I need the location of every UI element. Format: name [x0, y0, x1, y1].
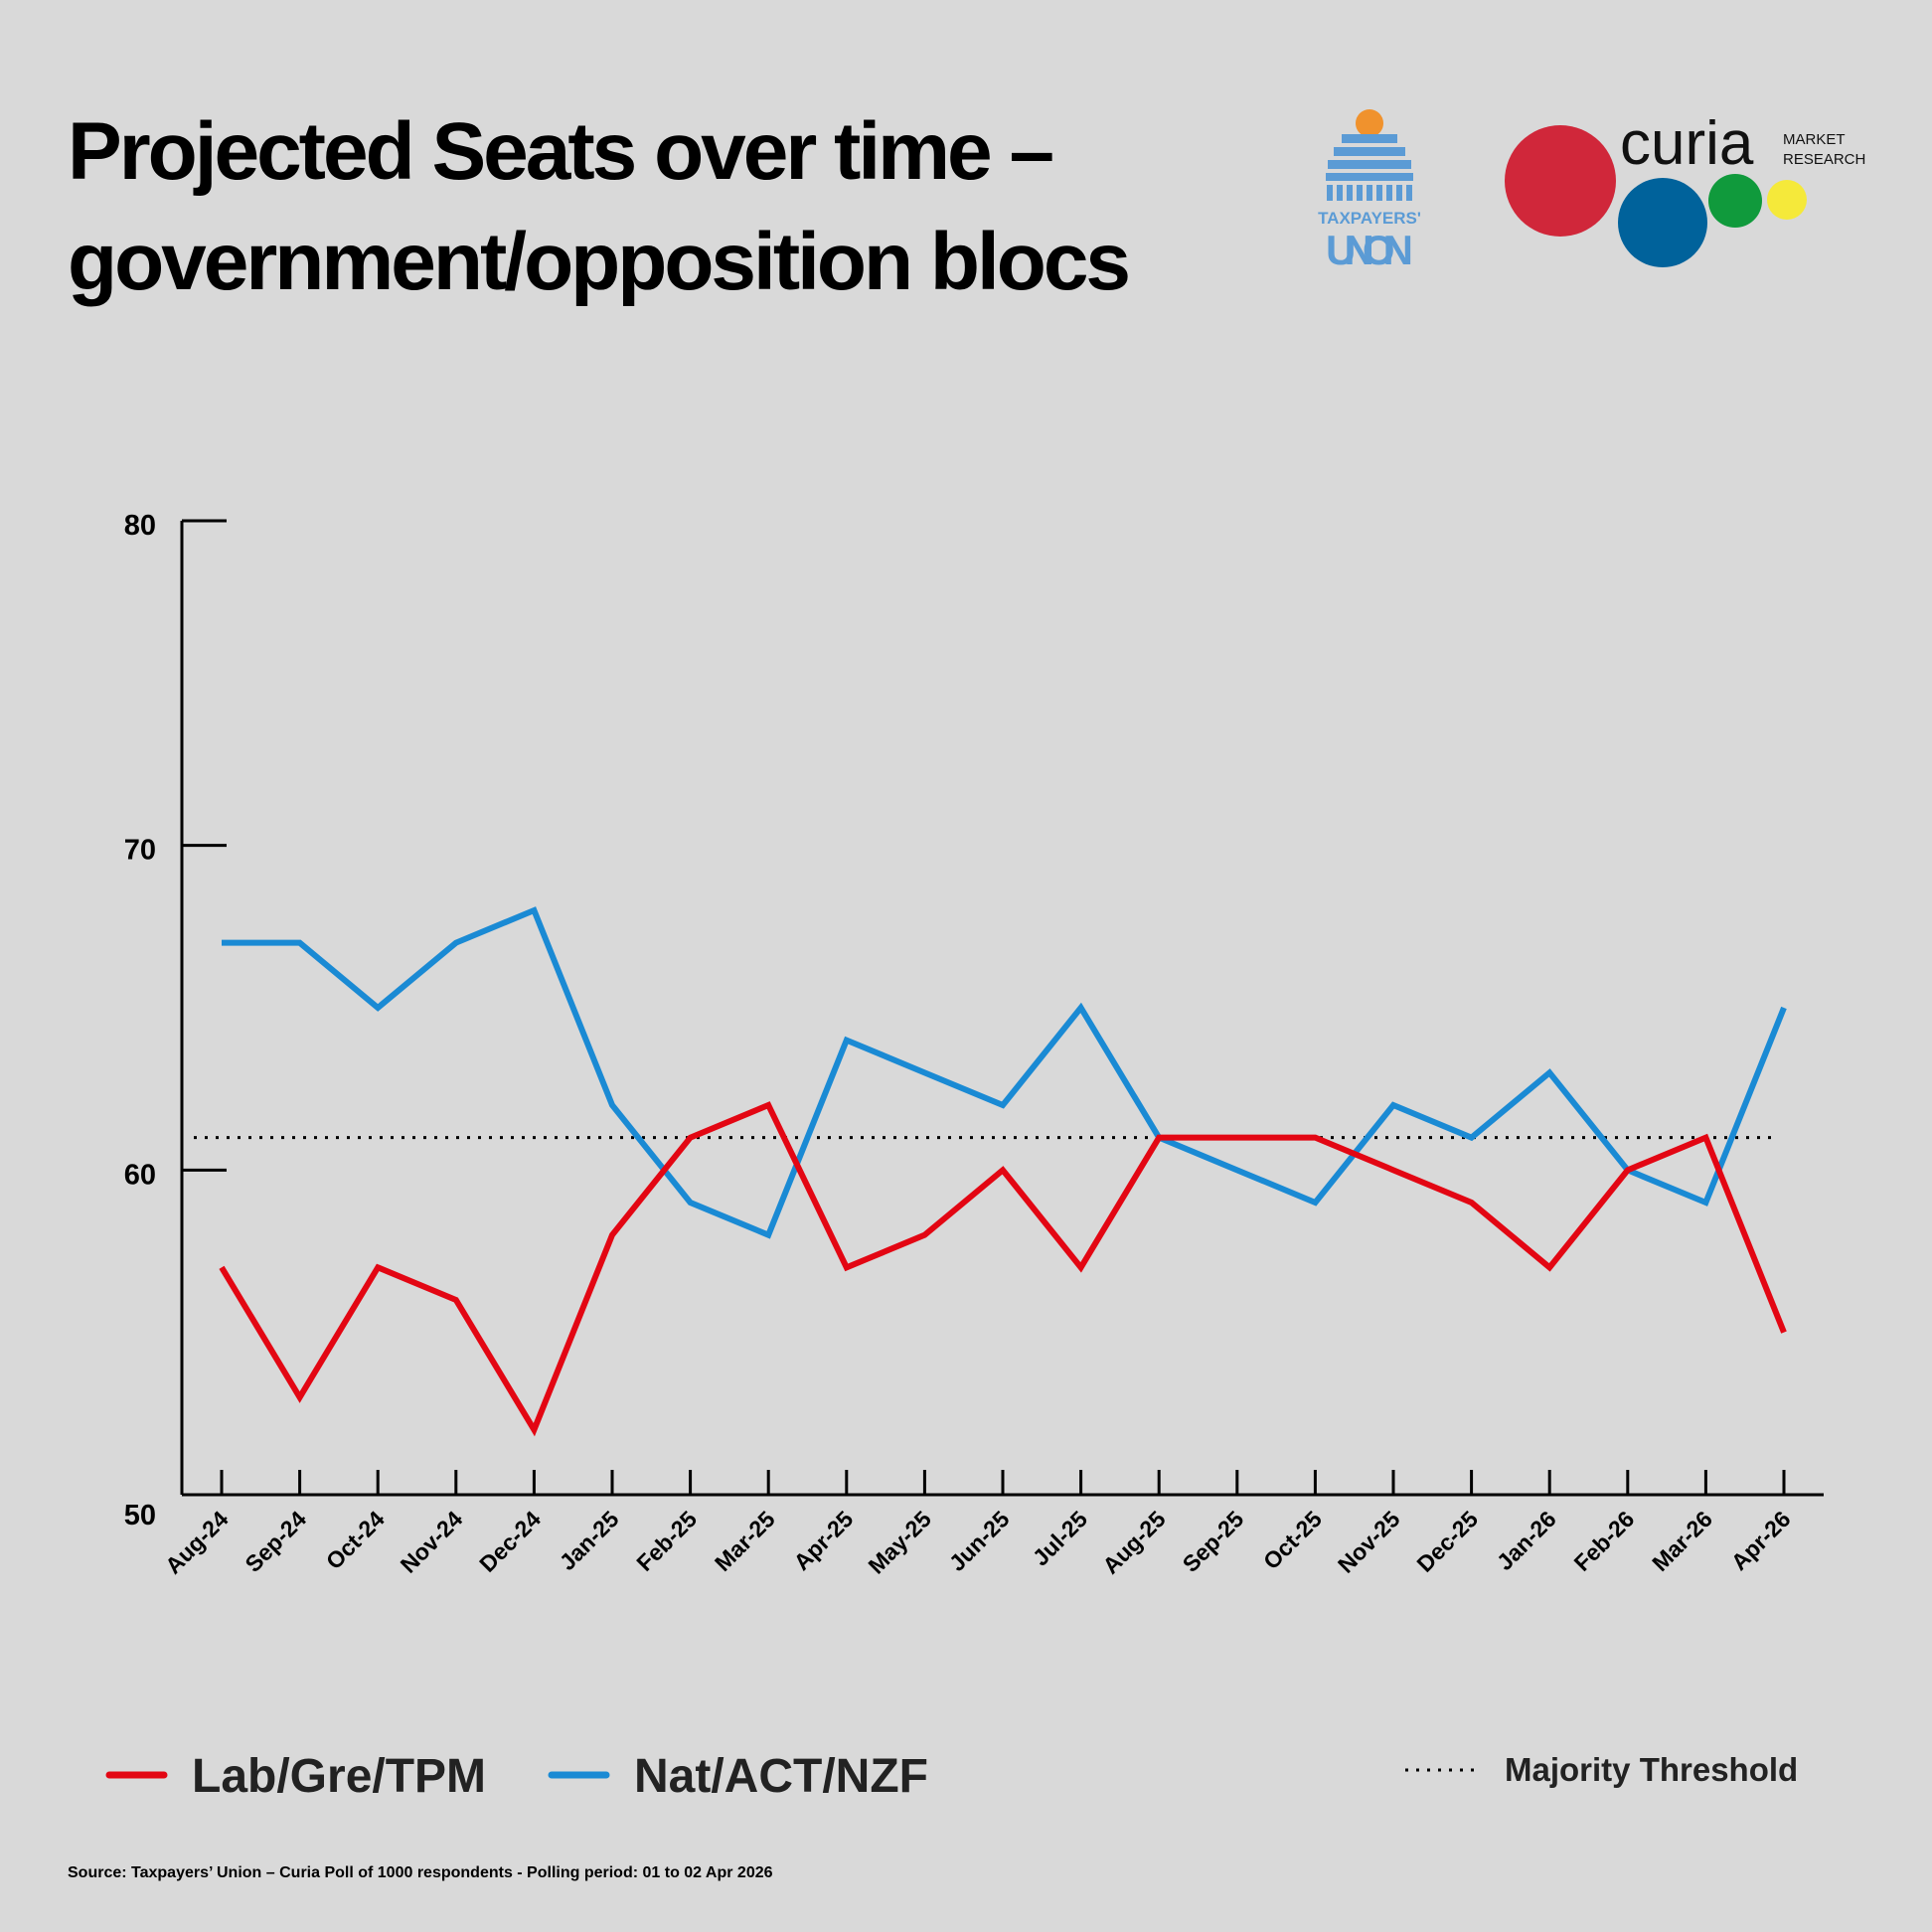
x-tick-label: Sep-24	[240, 1506, 311, 1577]
x-tick-label: Oct-24	[321, 1506, 390, 1574]
y-tick-label: 60	[124, 1159, 156, 1191]
x-tick-label: Sep-25	[1178, 1506, 1249, 1577]
x-tick-label: Apr-26	[1726, 1506, 1796, 1575]
logo-text: TAXPAYERS'	[1318, 209, 1421, 228]
chart-title: Projected Seats over time –	[68, 106, 1052, 197]
legend: Lab/Gre/TPM Nat/ACT/NZF Majority Thresho…	[105, 1750, 1798, 1803]
y-tick-label: 70	[124, 835, 156, 867]
x-tick-label: Apr-25	[788, 1506, 858, 1575]
logo-text: MARKET	[1783, 131, 1846, 148]
x-tick-label: Oct-25	[1258, 1506, 1327, 1574]
x-tick-label: Mar-26	[1647, 1506, 1717, 1576]
x-tick-label: Dec-25	[1411, 1506, 1483, 1577]
curia-logo: curia MARKET RESEARCH	[1505, 109, 1865, 267]
logo-text: curia	[1620, 109, 1754, 178]
x-tick-label: Mar-25	[710, 1506, 780, 1576]
taxpayers-union-logo: TAXPAYERS' UNION	[1318, 109, 1421, 273]
x-tick-label: Nov-24	[396, 1506, 468, 1578]
x-tick-label: May-25	[863, 1506, 936, 1579]
x-tick-label: Jan-26	[1492, 1506, 1561, 1575]
x-tick-label: Feb-26	[1569, 1506, 1640, 1576]
logo-text: RESEARCH	[1783, 151, 1865, 168]
x-tick-label: Nov-25	[1333, 1506, 1405, 1578]
chart-title-line2: government/opposition blocs	[68, 217, 1128, 307]
x-tick-label: Feb-25	[631, 1506, 702, 1576]
series-lines	[194, 906, 1787, 1437]
x-tick-label: Dec-24	[474, 1506, 546, 1577]
y-tick-label: 80	[124, 510, 156, 542]
legend-label: Majority Threshold	[1505, 1751, 1798, 1788]
x-tick-label: Jan-25	[555, 1506, 624, 1575]
x-tick-label: Aug-24	[160, 1506, 234, 1579]
y-tick-label: 50	[124, 1500, 156, 1531]
source-note: Source: Taxpayers’ Union – Curia Poll of…	[68, 1864, 773, 1881]
logo-text: UNION	[1326, 227, 1413, 273]
legend-label: Nat/ACT/NZF	[634, 1750, 928, 1803]
legend-label: Lab/Gre/TPM	[192, 1750, 486, 1803]
x-tick-label: Jul-25	[1028, 1506, 1093, 1571]
x-tick-label: Jun-25	[944, 1506, 1015, 1576]
x-tick-label: Aug-25	[1097, 1506, 1171, 1579]
